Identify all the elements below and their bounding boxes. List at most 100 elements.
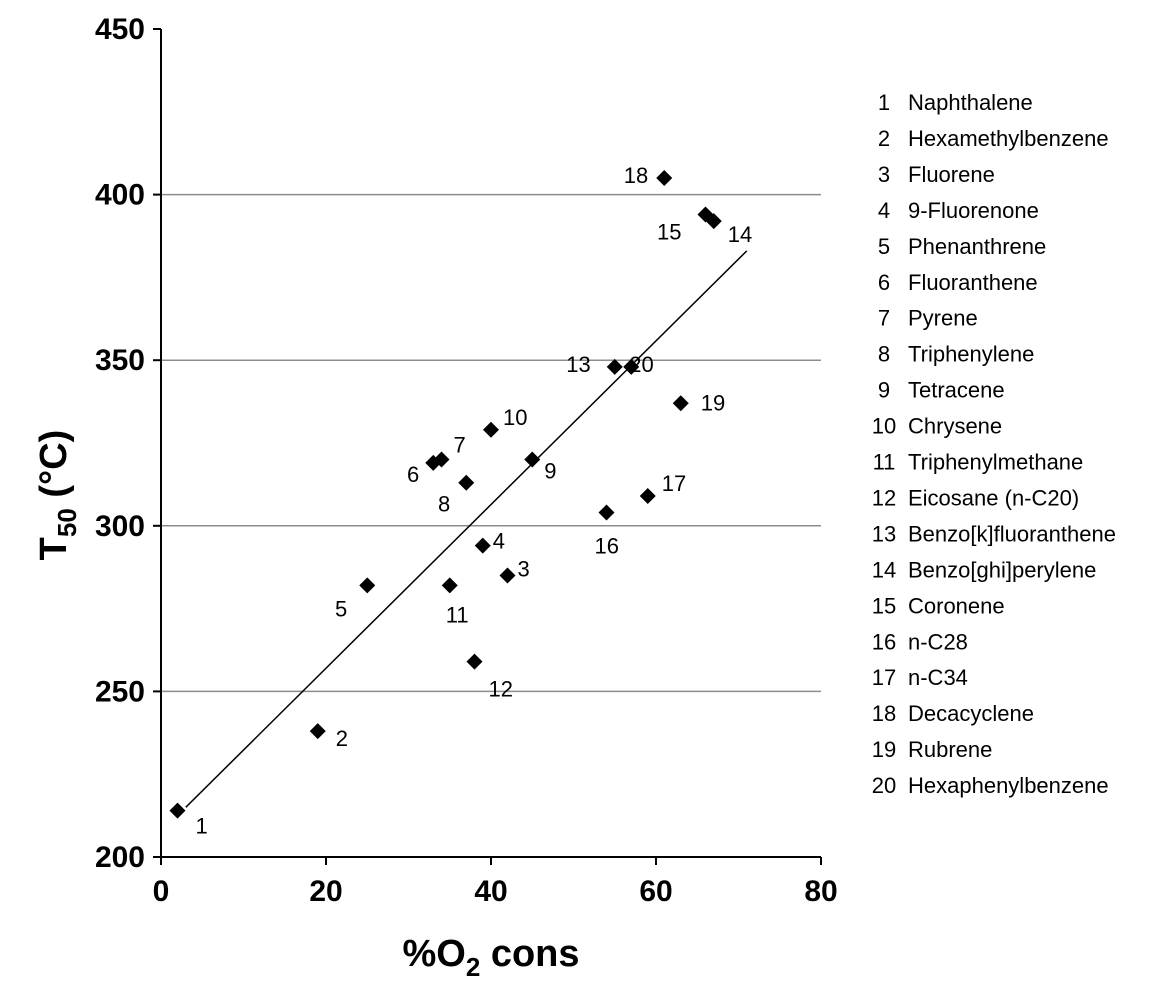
x-tick-label-40: 40: [474, 875, 507, 908]
data-point-5: [359, 577, 376, 594]
legend-number-2: 2: [878, 126, 890, 151]
x-axis-title: %O2 cons: [402, 933, 579, 982]
legend-label-10: Chrysene: [908, 414, 1002, 439]
legend: 1 Naphthalene 2 Hexamethylbenzene 3 Fluorene 4…: [872, 90, 1116, 798]
legend-number-3: 3: [878, 162, 890, 187]
point-label-11: 11: [446, 602, 469, 627]
data-point-9: [524, 451, 541, 468]
legend-number-11: 11: [873, 450, 896, 475]
data-point-18: [656, 170, 673, 187]
point-label-4: 4: [493, 529, 505, 554]
legend-label-18: Decacyclene: [908, 701, 1034, 726]
legend-label-1: Naphthalene: [908, 90, 1033, 115]
legend-number-1: 1: [878, 90, 890, 115]
y-tick-label-400: 400: [95, 179, 145, 212]
y-axis-title-rest: (°C): [33, 430, 75, 509]
point-label-2: 2: [336, 726, 348, 751]
data-point-4: [474, 537, 491, 554]
y-axis-title: T50 (°C): [33, 430, 82, 561]
legend-label-7: Pyrene: [908, 306, 978, 331]
point-label-17: 17: [662, 471, 686, 496]
legend-label-11: Triphenylmethane: [908, 450, 1083, 475]
y-axis-title-main: T: [33, 537, 75, 560]
legend-number-12: 12: [872, 485, 896, 510]
axes: [153, 28, 822, 865]
point-label-7: 7: [454, 433, 466, 458]
legend-number-14: 14: [872, 557, 896, 582]
legend-number-13: 13: [872, 521, 896, 546]
point-label-1: 1: [196, 814, 208, 839]
x-tick-label-0: 0: [153, 875, 170, 908]
legend-number-17: 17: [872, 665, 896, 690]
legend-label-20: Hexaphenylbenzene: [908, 773, 1109, 798]
point-label-3: 3: [518, 556, 530, 581]
data-point-19: [672, 395, 689, 412]
data-points: [169, 170, 722, 819]
data-point-11: [441, 577, 458, 594]
point-label-18: 18: [624, 163, 648, 188]
point-label-8: 8: [438, 492, 450, 517]
legend-number-6: 6: [878, 270, 890, 295]
legend-number-7: 7: [878, 306, 890, 331]
legend-number-9: 9: [878, 378, 890, 403]
data-point-3: [499, 567, 516, 584]
legend-number-18: 18: [872, 701, 896, 726]
legend-label-13: Benzo[k]fluoranthene: [908, 521, 1116, 546]
x-axis-title-sub: 2: [466, 952, 480, 982]
point-label-15: 15: [657, 219, 681, 244]
legend-number-15: 15: [872, 593, 896, 618]
point-label-12: 12: [489, 677, 513, 702]
grid-lines: [161, 193, 821, 693]
point-label-20: 20: [629, 352, 653, 377]
legend-label-17: n-C34: [908, 665, 968, 690]
y-tick-label-250: 250: [95, 675, 145, 708]
data-point-15: [697, 206, 714, 223]
data-point-13: [606, 358, 623, 375]
x-axis-title-rest: cons: [480, 933, 579, 975]
data-point-8: [458, 474, 475, 491]
x-tick-label-20: 20: [309, 875, 342, 908]
y-tick-label-200: 200: [95, 841, 145, 874]
legend-label-6: Fluoranthene: [908, 270, 1038, 295]
data-point-12: [466, 653, 483, 670]
point-label-10: 10: [503, 405, 527, 430]
point-label-19: 19: [701, 390, 725, 415]
legend-label-19: Rubrene: [908, 737, 992, 762]
data-point-10: [483, 421, 499, 438]
point-label-16: 16: [595, 534, 619, 559]
data-point-20: [623, 358, 640, 375]
legend-label-5: Phenanthrene: [908, 234, 1046, 259]
legend-number-8: 8: [878, 342, 890, 367]
y-axis-title-sub: 50: [52, 508, 82, 537]
point-label-6: 6: [407, 462, 419, 487]
legend-label-15: Coronene: [908, 593, 1005, 618]
legend-label-2: Hexamethylbenzene: [908, 126, 1109, 151]
data-point-2: [309, 723, 326, 740]
tick-labels: 200 250 300 350 400 450 0 20 40 60 80: [95, 13, 838, 908]
trendline-group: [185, 250, 748, 808]
y-tick-label-300: 300: [95, 510, 145, 543]
legend-number-16: 16: [872, 629, 896, 654]
legend-label-14: Benzo[ghi]perylene: [908, 557, 1096, 582]
data-point-17: [639, 487, 656, 504]
legend-label-12: Eicosane (n-C20): [908, 485, 1079, 510]
trendline: [185, 250, 748, 808]
legend-number-10: 10: [872, 414, 896, 439]
x-tick-label-60: 60: [639, 875, 672, 908]
legend-number-19: 19: [872, 737, 896, 762]
x-tick-label-80: 80: [804, 875, 837, 908]
legend-label-8: Triphenylene: [908, 342, 1034, 367]
legend-label-4: 9-Fluorenone: [908, 198, 1039, 223]
point-label-5: 5: [335, 596, 347, 621]
y-tick-label-450: 450: [95, 13, 145, 46]
point-label-14: 14: [728, 222, 752, 247]
legend-label-16: n-C28: [908, 629, 968, 654]
data-point-16: [598, 504, 615, 521]
y-tick-label-350: 350: [95, 344, 145, 377]
data-point-7: [433, 451, 450, 468]
legend-label-3: Fluorene: [908, 162, 995, 187]
legend-number-5: 5: [878, 234, 890, 259]
x-axis-title-main: %O: [402, 933, 465, 975]
